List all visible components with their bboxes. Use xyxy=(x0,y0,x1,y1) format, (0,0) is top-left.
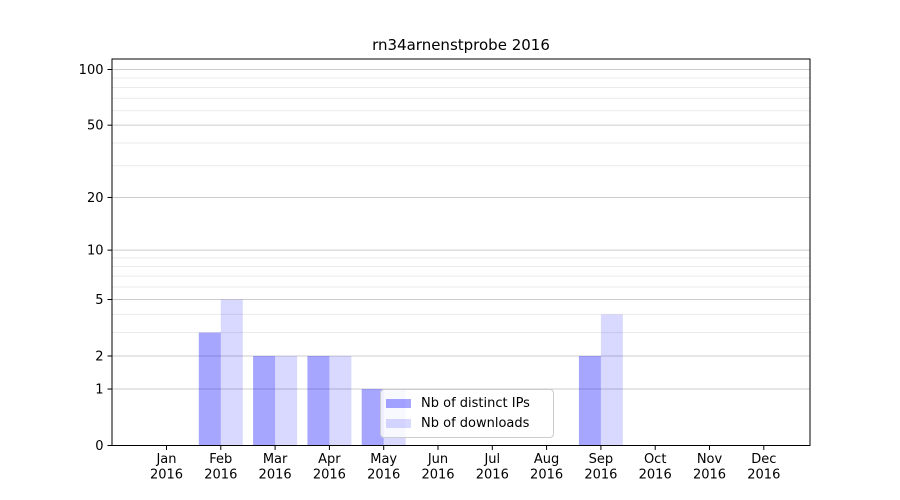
bar-downloads-mar xyxy=(275,355,298,446)
y-tick-label-100: 100 xyxy=(79,63,104,78)
y-tick-labels: 0 1 2 5 10 20 50 100 xyxy=(79,63,104,454)
x-tick-label-may: May 2016 xyxy=(367,452,400,483)
legend-label-downloads: Nb of downloads xyxy=(421,415,530,431)
legend-label-distinct-ips: Nb of distinct IPs xyxy=(421,396,530,412)
x-tick-labels: Jan 2016 Feb 2016 Mar 2016 Apr 2016 May 2016 Jun 20… xyxy=(150,452,780,483)
x-tick-label-aug: Aug 2016 xyxy=(530,452,563,483)
legend-item-distinct-ips: Nb of distinct IPs xyxy=(386,396,545,411)
bar-downloads-sep xyxy=(600,314,623,446)
x-tick-label-jul: Jul 2016 xyxy=(476,452,509,483)
x-tick-label-nov: Nov 2016 xyxy=(693,452,726,483)
x-tick-label-jan: Jan 2016 xyxy=(150,452,183,483)
legend-swatch-distinct-ips-icon xyxy=(386,399,411,409)
y-tick-label-1: 1 xyxy=(95,383,103,398)
x-tick-label-feb: Feb 2016 xyxy=(204,452,237,483)
legend-item-downloads: Nb of downloads xyxy=(386,416,545,431)
bar-downloads-apr xyxy=(329,355,352,446)
bar-distinct-ips-sep xyxy=(578,355,601,446)
legend: Nb of distinct IPs Nb of downloads xyxy=(380,389,554,438)
legend-swatch-downloads-icon xyxy=(386,418,411,428)
axes-spines xyxy=(111,58,811,446)
y-tick-label-10: 10 xyxy=(87,244,104,259)
bar-distinct-ips-mar xyxy=(253,355,276,446)
y-grid-minor xyxy=(112,77,810,334)
bar-distinct-ips-apr xyxy=(307,355,330,446)
x-tick-label-dec: Dec 2016 xyxy=(747,452,780,483)
x-tick-label-oct: Oct 2016 xyxy=(639,452,672,483)
y-tick-label-20: 20 xyxy=(87,191,104,206)
chart-title: rn34arnenstprobe 2016 xyxy=(372,36,550,54)
x-tick-label-sep: Sep 2016 xyxy=(584,452,617,483)
bars-distinct-ips xyxy=(198,332,601,446)
y-tick-marks xyxy=(107,69,112,446)
bar-distinct-ips-may xyxy=(361,389,384,446)
y-tick-label-2: 2 xyxy=(95,349,103,364)
x-tick-label-apr: Apr 2016 xyxy=(313,452,346,483)
x-tick-marks xyxy=(166,445,765,450)
y-tick-label-50: 50 xyxy=(87,119,104,134)
y-tick-label-0: 0 xyxy=(95,439,103,454)
bar-downloads-feb xyxy=(220,299,243,446)
y-tick-label-5: 5 xyxy=(95,293,103,308)
x-tick-label-jun: Jun 2016 xyxy=(421,452,454,483)
x-tick-label-mar: Mar 2016 xyxy=(259,452,292,483)
bar-distinct-ips-feb xyxy=(198,332,221,446)
